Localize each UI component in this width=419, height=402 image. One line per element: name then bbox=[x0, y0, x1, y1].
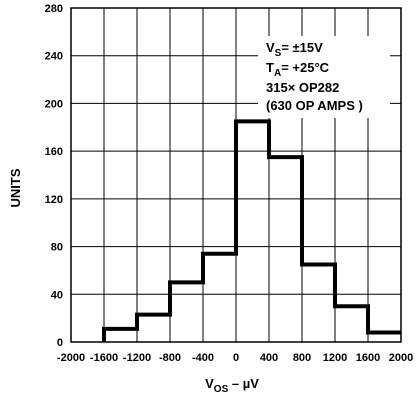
y-tick-label: 120 bbox=[45, 194, 63, 206]
plot-frame bbox=[70, 7, 402, 343]
x-tick-label: -1200 bbox=[123, 352, 151, 364]
x-tick-label: 400 bbox=[260, 352, 278, 364]
histogram-bar bbox=[236, 121, 269, 342]
x-tick-label: -2000 bbox=[57, 352, 85, 364]
x-tick-label: -400 bbox=[192, 352, 214, 364]
x-tick-labels: -2000 -1600 -1200 -800 -400 0 400 800 1200 1600 20… bbox=[57, 352, 413, 364]
annotation-line-4: (630 OP AMPS ) bbox=[266, 98, 363, 113]
x-tick-label: -800 bbox=[159, 352, 181, 364]
x-axis-label: VOS – µV bbox=[205, 376, 259, 395]
y-tick-label: 240 bbox=[45, 51, 63, 63]
annotation-box bbox=[258, 36, 390, 118]
annotation-line-2: TA= +25°C bbox=[266, 60, 330, 79]
y-tick-label: 80 bbox=[51, 242, 63, 254]
histogram-bar bbox=[302, 264, 335, 342]
x-tick-label: 0 bbox=[233, 352, 239, 364]
histogram-bar bbox=[170, 282, 203, 342]
y-tick-label: 280 bbox=[45, 3, 63, 15]
x-tick-label: 800 bbox=[293, 352, 311, 364]
annotation-line-3: 315× OP282 bbox=[266, 80, 339, 95]
histogram-bar bbox=[269, 157, 302, 342]
histogram-bars bbox=[102, 119, 401, 342]
histogram-bar bbox=[203, 254, 236, 342]
x-tick-label: 1200 bbox=[323, 352, 347, 364]
y-tick-label: 200 bbox=[45, 98, 63, 110]
y-tick-label: 160 bbox=[45, 146, 63, 158]
x-tick-label: 2000 bbox=[389, 352, 413, 364]
x-tick-label: 1600 bbox=[356, 352, 380, 364]
y-axis-label: UNITS bbox=[8, 168, 23, 207]
histogram-bar bbox=[335, 306, 368, 342]
histogram-outline bbox=[102, 119, 401, 342]
y-tick-label: 40 bbox=[51, 289, 63, 301]
y-tick-labels: 0 40 80 120 160 200 240 280 bbox=[45, 3, 63, 349]
histogram-bar bbox=[137, 315, 170, 342]
annotation-line-1: VS= ±15V bbox=[266, 40, 323, 59]
x-tick-label: -1600 bbox=[90, 352, 118, 364]
y-tick-label: 0 bbox=[57, 337, 63, 349]
